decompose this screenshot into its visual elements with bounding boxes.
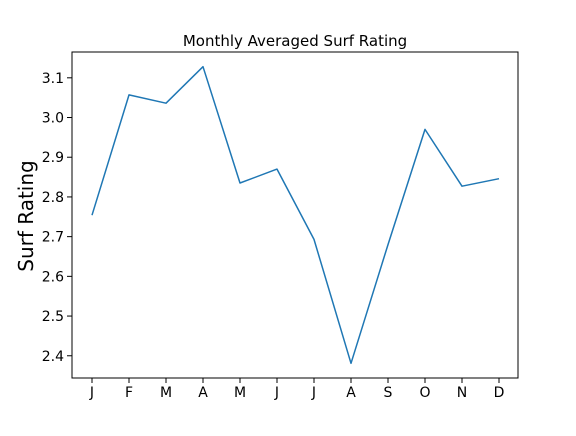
y-tick-label: 2.6 [42, 269, 64, 285]
y-axis-label: Surf Rating [14, 160, 38, 271]
x-tick-label: M [160, 385, 172, 401]
x-tick-label: J [274, 385, 279, 401]
y-tick-label: 2.5 [42, 309, 64, 325]
x-tick-label: N [457, 385, 467, 401]
series-line [91, 65, 500, 365]
x-tick-label: A [198, 385, 208, 401]
x-tick-label: J [89, 385, 94, 401]
y-tick-label: 3.0 [42, 111, 64, 127]
x-tick-label: F [125, 385, 133, 401]
x-tick-label: S [384, 385, 393, 401]
x-tick-label: O [419, 385, 430, 401]
chart-title: Monthly Averaged Surf Rating [183, 32, 407, 50]
y-tick-label: 2.7 [42, 230, 64, 246]
plot-area-frame [71, 51, 519, 379]
y-tick-label: 2.8 [42, 190, 64, 206]
series-layer [91, 65, 500, 365]
x-tick-label: A [346, 385, 356, 401]
x-tick-label: M [234, 385, 246, 401]
y-tick-label: 2.4 [42, 349, 64, 365]
y-tick-label: 3.1 [42, 71, 64, 87]
x-tick-label: J [311, 385, 316, 401]
y-tick-label: 2.9 [42, 150, 64, 166]
y-axis-ticks: 2.4 2.5 2.6 2.7 2.8 2.9 3.0 3.1 [42, 71, 72, 365]
x-tick-label: D [494, 385, 505, 401]
